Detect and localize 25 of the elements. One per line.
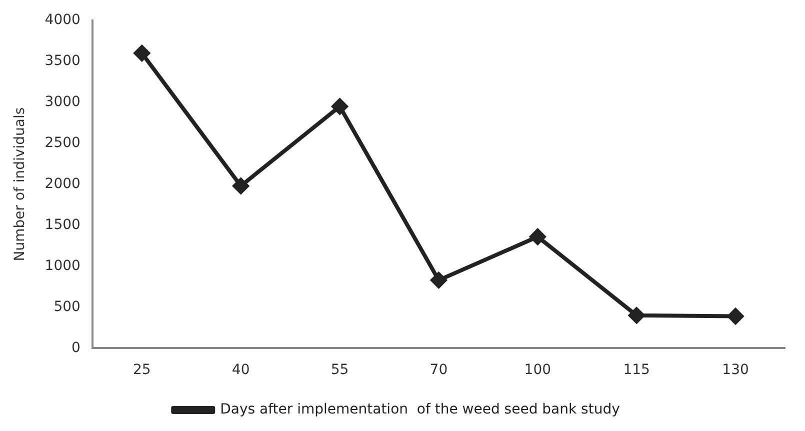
point <box>232 178 249 194</box>
y-tick-label: 1000 <box>44 258 80 274</box>
point <box>430 272 447 288</box>
x-tick-label: 70 <box>430 362 448 378</box>
point <box>728 308 744 324</box>
y-tick-label: 0 <box>72 340 80 356</box>
y-tick-label: 1500 <box>44 216 80 233</box>
x-tick-label: 100 <box>524 362 552 378</box>
point <box>134 45 150 62</box>
y-tick-label: 3500 <box>44 53 80 70</box>
point <box>530 228 546 245</box>
point <box>332 98 348 114</box>
x-tick-label: 130 <box>722 362 749 378</box>
x-tick-label: 55 <box>330 362 349 378</box>
y-tick-label: 500 <box>54 298 80 315</box>
legend-label: Days after implementation of the weed seed bank study <box>220 402 620 418</box>
x-tick-label: 25 <box>132 362 151 378</box>
point <box>628 307 645 324</box>
y-axis-title: Number of individuals <box>12 107 28 262</box>
y-tick-label: 2500 <box>44 134 80 151</box>
y-tick-label: 2000 <box>44 176 80 192</box>
x-tick-label: 40 <box>232 362 250 378</box>
x-tick-label: 115 <box>623 362 650 378</box>
y-tick-label: 4000 <box>44 12 80 28</box>
y-tick-label: 3000 <box>44 94 80 110</box>
